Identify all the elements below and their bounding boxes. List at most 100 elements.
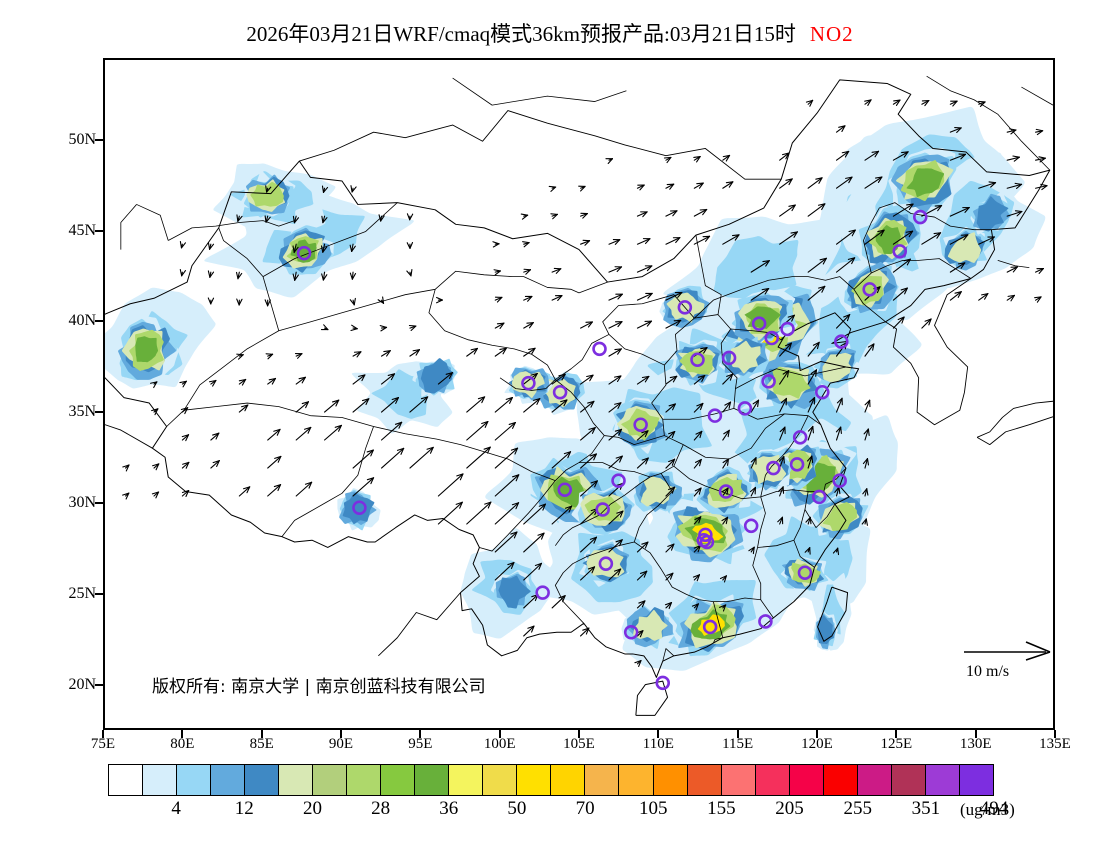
- map-canvas[interactable]: [105, 60, 1053, 728]
- colorbar-segment-10[interactable]: [449, 765, 483, 795]
- colorbar-segment-14[interactable]: [585, 765, 619, 795]
- wind-arrow: [295, 354, 301, 359]
- wind-arrow: [210, 380, 216, 386]
- myanmar-border: [378, 593, 460, 656]
- wind-arrow: [893, 100, 900, 105]
- map-plot-area[interactable]: [103, 58, 1055, 730]
- wind-arrow: [581, 213, 588, 218]
- x-tick-mark: [261, 730, 263, 738]
- x-tick-label: 110E: [643, 736, 674, 753]
- colorbar-segment-17[interactable]: [688, 765, 722, 795]
- wind-arrow: [581, 240, 590, 245]
- wind-arrow: [407, 270, 412, 276]
- colorbar[interactable]: [108, 764, 994, 796]
- wind-arrow: [268, 429, 280, 440]
- city-marker[interactable]: [594, 343, 606, 355]
- title-text: 2026年03月21日WRF/cmaq模式36km预报产品:03月21日15时: [246, 22, 796, 46]
- wind-arrow: [239, 487, 249, 496]
- wind-arrow: [182, 462, 188, 468]
- y-tick-mark: [95, 139, 103, 141]
- colorbar-segment-8[interactable]: [381, 765, 415, 795]
- colorbar-segment-22[interactable]: [858, 765, 892, 795]
- x-tick-label: 75E: [91, 736, 115, 753]
- colorbar-segment-18[interactable]: [722, 765, 756, 795]
- wind-arrow: [410, 447, 433, 468]
- copyright-text: 版权所有: 南京大学 | 南京创蓝科技有限公司: [152, 672, 486, 697]
- colorbar-segment-4[interactable]: [245, 765, 279, 795]
- wind-arrow: [609, 322, 622, 328]
- colorbar-segment-7[interactable]: [347, 765, 381, 795]
- colorbar-segment-1[interactable]: [143, 765, 177, 795]
- colorbar-segment-5[interactable]: [279, 765, 313, 795]
- wind-arrow: [123, 493, 129, 499]
- wind-arrow: [723, 155, 730, 161]
- wind-arrow: [494, 270, 500, 275]
- x-tick-mark: [181, 730, 183, 738]
- colorbar-segment-15[interactable]: [619, 765, 653, 795]
- x-tick-mark: [499, 730, 501, 738]
- wind-arrow: [237, 299, 242, 305]
- wind-arrow: [407, 243, 412, 249]
- wind-arrow: [950, 101, 957, 106]
- colorbar-tick-label: 351: [912, 798, 941, 820]
- colorbar-segment-16[interactable]: [654, 765, 688, 795]
- wind-arrow: [521, 214, 527, 219]
- wind-arrow: [780, 179, 793, 188]
- wind-arrow: [524, 626, 534, 636]
- wind-arrow: [1035, 297, 1041, 302]
- y-tick-mark: [95, 593, 103, 595]
- wind-arrow: [637, 212, 647, 217]
- colorbar-segment-13[interactable]: [551, 765, 585, 795]
- colorbar-segment-11[interactable]: [483, 765, 517, 795]
- y-tick-label: 30N: [44, 494, 96, 512]
- wind-arrow: [180, 381, 186, 387]
- x-tick-label: 135E: [1039, 736, 1071, 753]
- colorbar-tick-label: 28: [371, 798, 390, 820]
- wind-arrow: [723, 182, 733, 188]
- city-marker[interactable]: [657, 677, 669, 689]
- y-tick-label: 20N: [44, 676, 96, 694]
- y-tick-label: 50N: [44, 131, 96, 149]
- wind-arrow: [325, 425, 342, 440]
- colorbar-segment-0[interactable]: [109, 765, 143, 795]
- wind-arrow: [437, 297, 443, 302]
- wind-arrow: [268, 485, 281, 496]
- colorbar-segment-12[interactable]: [517, 765, 551, 795]
- wind-arrow: [350, 298, 355, 304]
- wind-arrow: [382, 448, 404, 468]
- wind-arrow: [922, 319, 931, 328]
- wind-arrow: [239, 379, 245, 385]
- colorbar-segment-20[interactable]: [790, 765, 824, 795]
- x-tick-mark: [1054, 730, 1056, 738]
- colorbar-segment-2[interactable]: [177, 765, 211, 795]
- wind-arrow: [780, 205, 796, 216]
- wind-arrow: [266, 354, 272, 359]
- colorbar-segment-21[interactable]: [824, 765, 858, 795]
- kashmir-border: [105, 378, 152, 448]
- wind-arrow: [296, 402, 308, 412]
- colorbar-segment-23[interactable]: [892, 765, 926, 795]
- colorbar-segment-3[interactable]: [211, 765, 245, 795]
- colorbar-segments[interactable]: [108, 764, 994, 796]
- wind-arrow: [637, 321, 651, 328]
- colorbar-segment-19[interactable]: [756, 765, 790, 795]
- colorbar-tick-label: 205: [775, 798, 804, 820]
- wind-arrow: [523, 242, 529, 247]
- wind-arrow: [694, 183, 703, 188]
- wind-arrow: [467, 502, 491, 524]
- wind-arrow: [609, 267, 622, 272]
- wind-arrow: [237, 354, 243, 359]
- colorbar-segment-9[interactable]: [415, 765, 449, 795]
- wind-arrow: [837, 126, 845, 132]
- wind-arrow: [808, 178, 822, 188]
- wind-arrow: [635, 661, 641, 667]
- wind-arrow: [467, 348, 478, 356]
- x-tick-mark: [657, 730, 659, 738]
- wind-arrow: [438, 502, 462, 524]
- colorbar-segment-24[interactable]: [926, 765, 960, 795]
- wind-arrow: [211, 461, 219, 468]
- x-tick-mark: [578, 730, 580, 738]
- colorbar-segment-25[interactable]: [960, 765, 993, 795]
- colorbar-segment-6[interactable]: [313, 765, 347, 795]
- wind-arrow: [579, 186, 585, 191]
